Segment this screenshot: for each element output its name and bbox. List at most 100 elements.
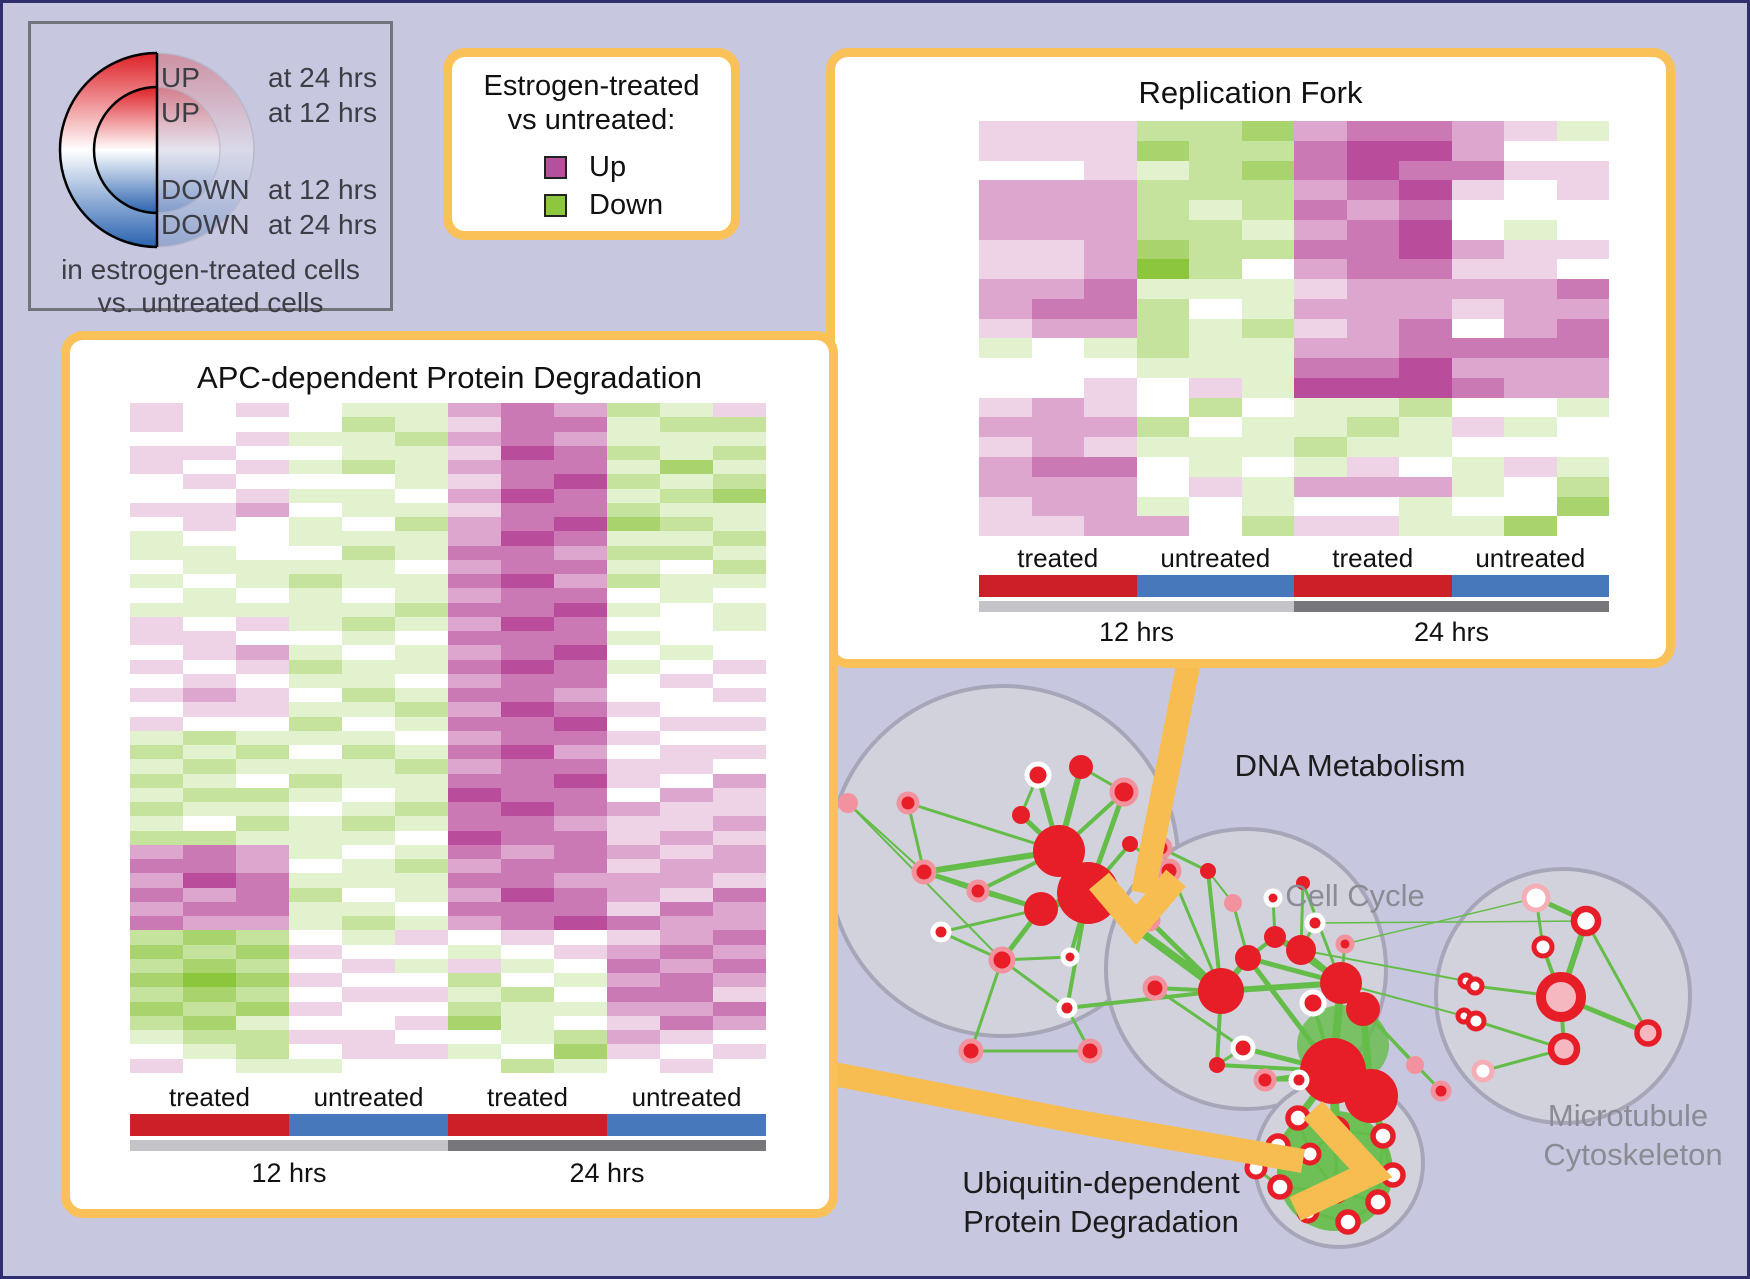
heatmap-cell: [1399, 239, 1452, 260]
heatmap-cell: [342, 659, 395, 674]
heatmap-cell: [1031, 121, 1084, 141]
heatmap-cell: [342, 887, 395, 902]
network-edge: [1340, 982, 1465, 1017]
heatmap-cell: [289, 759, 342, 774]
heatmap-cell: [1189, 496, 1242, 517]
updown-circle-glyph: [58, 51, 255, 249]
gene-node-wring: [1263, 888, 1283, 908]
heatmap-cell: [448, 859, 501, 874]
heatmap-cell: [979, 180, 1032, 201]
heatmap-cell: [1346, 318, 1399, 339]
heatmap-cell: [289, 887, 342, 902]
heatmap-cell: [1084, 121, 1137, 141]
heatmap-cell: [1084, 377, 1137, 398]
heatmap-cell: [1084, 259, 1137, 280]
heatmap-cell: [395, 1058, 448, 1073]
heatmap-cell: [236, 602, 289, 617]
heatmap-row: [130, 859, 766, 874]
heatmap-cell: [130, 802, 183, 817]
heatmap-cell: [1399, 318, 1452, 339]
heatmap-row: [130, 631, 766, 646]
heatmap-cell: [183, 787, 236, 802]
heatmap-cell: [660, 688, 713, 703]
heatmap-row: [130, 445, 766, 460]
gene-node-solid: [1069, 755, 1093, 779]
gene-node-solid: [1286, 935, 1316, 965]
heatmap-cell: [183, 574, 236, 589]
heatmap-cell: [1136, 259, 1189, 280]
heatmap-cell: [395, 559, 448, 574]
heatmap-cell: [1556, 219, 1609, 240]
heatmap-cell: [713, 616, 766, 631]
heatmap-cell: [1294, 121, 1347, 141]
heatmap-cell: [660, 745, 713, 760]
heatmap-cell: [236, 787, 289, 802]
updown-circle-legend-box: UP at 24 hrs UP at 12 hrs DOWN at 12 hrs…: [28, 21, 393, 318]
heatmap-cell: [1294, 298, 1347, 319]
heatmap-cell: [1084, 397, 1137, 418]
heatmap-cell: [1556, 318, 1609, 339]
gene-node-solid: [1346, 992, 1380, 1026]
heatmap-cell: [1031, 239, 1084, 260]
heatmap-cell: [554, 431, 607, 446]
rf-group-label: untreated: [1475, 543, 1586, 573]
heatmap-cell: [660, 887, 713, 902]
heatmap-cell: [1346, 219, 1399, 240]
heatmap-cell: [289, 445, 342, 460]
heatmap-cell: [130, 474, 183, 489]
heatmap-row: [979, 496, 1609, 517]
heatmap-cell: [236, 844, 289, 859]
heatmap-cell: [1189, 160, 1242, 181]
heatmap-cell: [1346, 200, 1399, 220]
apc-group-labels: treated untreated treated untreated: [130, 1082, 766, 1112]
heatmap-cell: [1189, 298, 1242, 319]
gene-node-wring: [930, 921, 952, 943]
heatmap-cell: [713, 901, 766, 916]
heatmap-cell: [660, 659, 713, 674]
heatmap-cell: [289, 916, 342, 931]
heatmap-cell: [660, 901, 713, 916]
heatmap-cell: [395, 973, 448, 988]
heatmap-cell: [713, 859, 766, 874]
heatmap-cell: [713, 631, 766, 646]
heatmap-cell: [1031, 180, 1084, 201]
heatmap-cell: [554, 930, 607, 945]
heatmap-cell: [979, 279, 1032, 299]
heatmap-cell: [554, 445, 607, 460]
heatmap-cell: [342, 574, 395, 589]
heatmap-cell: [1189, 437, 1242, 458]
heatmap-cell: [554, 502, 607, 517]
heatmap-cell: [979, 121, 1032, 141]
heatmap-cell: [236, 958, 289, 973]
heatmap-cell: [501, 859, 554, 874]
heatmap-cell: [607, 488, 660, 503]
heatmap-cell: [607, 987, 660, 1002]
heatmap-cell: [1451, 259, 1504, 280]
heatmap-cell: [713, 531, 766, 546]
heatmap-cell: [1031, 279, 1084, 299]
heatmap-cell: [448, 930, 501, 945]
heatmap-cell: [448, 517, 501, 532]
heatmap-cell: [1451, 338, 1504, 359]
heatmap-cell: [130, 873, 183, 888]
heatmap-cell: [1504, 200, 1557, 220]
heatmap-cell: [1241, 219, 1294, 240]
heatmap-cell: [130, 930, 183, 945]
heatmap-cell: [660, 431, 713, 446]
heatmap-cell: [1451, 417, 1504, 438]
heatmap-cell: [1294, 457, 1347, 477]
heatmap-cell: [289, 488, 342, 503]
apc-treatment-bars: [130, 1114, 766, 1136]
heatmap-cell: [183, 873, 236, 888]
arrow-apc-to-ubiquitin-shaft: [826, 1061, 1306, 1173]
heatmap-cell: [501, 645, 554, 660]
heatmap-cell: [1556, 259, 1609, 280]
heatmap-cell: [1189, 417, 1242, 438]
heatmap-cell: [1241, 121, 1294, 141]
heatmap-row: [130, 659, 766, 674]
heatmap-cell: [1504, 259, 1557, 280]
heatmap-cell: [979, 516, 1032, 537]
network-edge: [1300, 949, 1467, 982]
heatmap-cell: [395, 659, 448, 674]
heatmap-cell: [395, 1015, 448, 1030]
